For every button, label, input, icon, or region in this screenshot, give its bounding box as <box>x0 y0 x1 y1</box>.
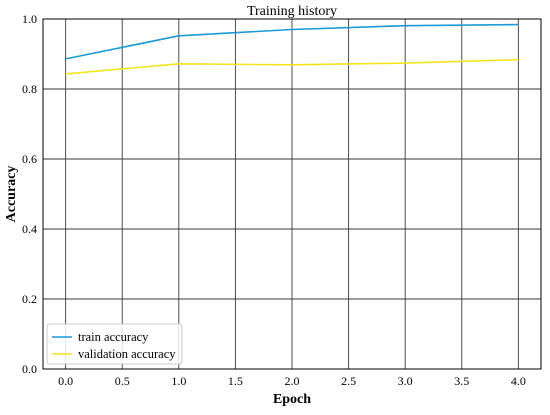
x-tick-label: 3.5 <box>454 374 469 388</box>
y-tick-label: 0.6 <box>22 152 37 166</box>
x-tick-label: 0.0 <box>58 374 73 388</box>
x-tick-label: 2.0 <box>285 374 300 388</box>
x-tick-label: 1.5 <box>228 374 243 388</box>
chart-title: Training history <box>247 4 337 19</box>
x-tick-label: 4.0 <box>511 374 526 388</box>
y-tick-label: 0.8 <box>22 82 37 96</box>
legend: train accuracy validation accuracy <box>47 324 182 364</box>
y-tick-label: 0.2 <box>22 292 37 306</box>
y-axis-label: Accuracy <box>4 166 19 223</box>
x-axis-label: Epoch <box>273 392 311 407</box>
x-tick-label: 1.0 <box>171 374 186 388</box>
y-tick-label: 1.0 <box>22 12 37 26</box>
x-tick-label: 3.0 <box>398 374 413 388</box>
legend-label: train accuracy <box>78 330 149 344</box>
grid <box>43 19 541 369</box>
y-tick-label: 0.0 <box>22 362 37 376</box>
x-tick-label: 0.5 <box>115 374 130 388</box>
legend-label: validation accuracy <box>78 347 176 361</box>
x-tick-label: 2.5 <box>341 374 356 388</box>
y-tick-label: 0.4 <box>22 222 37 236</box>
